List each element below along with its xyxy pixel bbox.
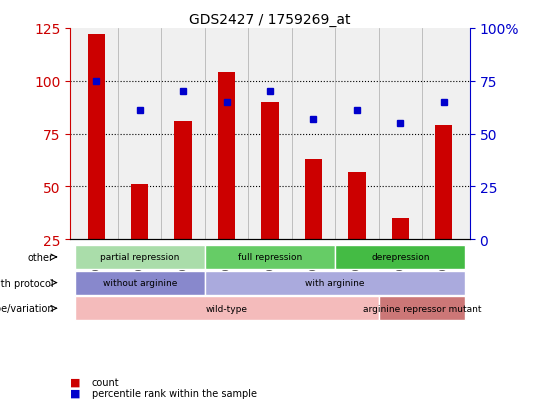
Text: genotype/variation: genotype/variation — [0, 304, 54, 313]
Bar — [261, 102, 279, 240]
Text: derepression: derepression — [371, 253, 429, 262]
Bar — [174, 121, 192, 240]
Bar — [131, 185, 148, 240]
Text: ■: ■ — [70, 377, 80, 387]
Bar — [435, 126, 453, 240]
Text: with arginine: with arginine — [306, 278, 365, 287]
Bar — [87, 35, 105, 240]
Bar — [392, 218, 409, 240]
Text: ■: ■ — [70, 388, 80, 398]
Text: arginine repressor mutant: arginine repressor mutant — [363, 304, 481, 313]
Text: wild-type: wild-type — [206, 304, 247, 313]
Text: count: count — [92, 377, 119, 387]
Text: full repression: full repression — [238, 253, 302, 262]
Title: GDS2427 / 1759269_at: GDS2427 / 1759269_at — [189, 12, 351, 26]
Text: other: other — [28, 252, 54, 262]
Bar — [348, 172, 366, 240]
Text: growth protocol: growth protocol — [0, 278, 54, 288]
Text: percentile rank within the sample: percentile rank within the sample — [92, 388, 257, 398]
Text: without arginine: without arginine — [103, 278, 177, 287]
Bar — [218, 73, 235, 240]
Text: partial repression: partial repression — [100, 253, 179, 262]
Bar — [305, 159, 322, 240]
